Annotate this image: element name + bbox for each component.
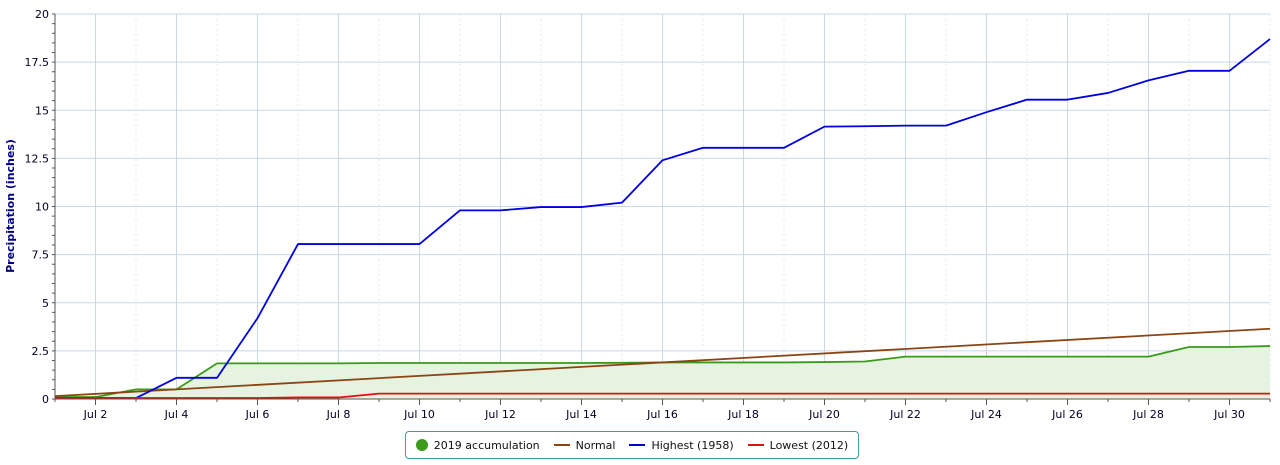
series-line	[55, 38, 1271, 399]
accumulation-area	[55, 346, 1270, 399]
x-tick-label: Jul 10	[403, 408, 435, 421]
y-tick-label: 17.5	[25, 56, 50, 69]
legend-label: Highest (1958)	[651, 438, 734, 452]
y-tick-label: 2.5	[32, 345, 50, 358]
legend-label: Normal	[575, 438, 616, 452]
x-tick-label: Jul 30	[1213, 408, 1245, 421]
series-area-fill	[55, 346, 1270, 399]
x-tick-labels: Jul 2 Jul 4 Jul 6 Jul 8 Jul 10 Jul 12 Jul 14 Ju…	[83, 408, 1245, 421]
x-tick-label: Jul 8	[326, 408, 351, 421]
legend-line-icon	[747, 444, 764, 446]
y-tick-label: 20	[35, 8, 49, 21]
legend-entry[interactable]: 2019 accumulation	[415, 438, 540, 452]
y-tick-labels: 0 2.5 5 7.5 10 12.5 15 17.5 20	[25, 8, 50, 406]
legend-line-icon	[553, 444, 570, 446]
y-tick-label: 10	[35, 201, 49, 214]
y-tick-label: 7.5	[32, 249, 50, 262]
legend-dot-icon	[415, 439, 428, 451]
y-axis-title: Precipitation (inches)	[4, 139, 17, 273]
x-tick-label: Jul 4	[164, 408, 189, 421]
legend-label: 2019 accumulation	[433, 438, 540, 452]
x-tick-label: Jul 16	[646, 408, 678, 421]
x-tick-label: Jul 2	[83, 408, 108, 421]
legend-entry[interactable]: Normal	[553, 438, 616, 452]
series-line	[54, 327, 1271, 398]
legend-entry[interactable]: Lowest (2012)	[747, 438, 849, 452]
series-lines	[54, 38, 1271, 399]
chart-axes	[52, 13, 1271, 405]
y-tick-label: 12.5	[25, 152, 50, 165]
x-tick-label: Jul 22	[889, 408, 921, 421]
chart-legend: 2019 accumulation Normal Highest (1958) Low…	[405, 431, 859, 459]
x-tick-label: Jul 28	[1132, 408, 1164, 421]
chart-grid	[54, 13, 1271, 399]
series-line	[55, 392, 1270, 399]
x-tick-label: Jul 20	[808, 408, 840, 421]
y-tick-label: 5	[42, 297, 49, 310]
x-tick-label: Jul 12	[484, 408, 516, 421]
x-tick-label: Jul 6	[245, 408, 270, 421]
legend-label: Lowest (2012)	[769, 438, 849, 452]
x-tick-label: Jul 26	[1051, 408, 1083, 421]
y-tick-label: 0	[42, 393, 49, 406]
legend-line-icon	[629, 444, 646, 446]
x-tick-label: Jul 14	[565, 408, 597, 421]
x-tick-label: Jul 24	[970, 408, 1002, 421]
y-tick-label: 15	[35, 104, 49, 117]
legend-entry[interactable]: Highest (1958)	[629, 438, 734, 452]
x-tick-label: Jul 18	[727, 408, 759, 421]
